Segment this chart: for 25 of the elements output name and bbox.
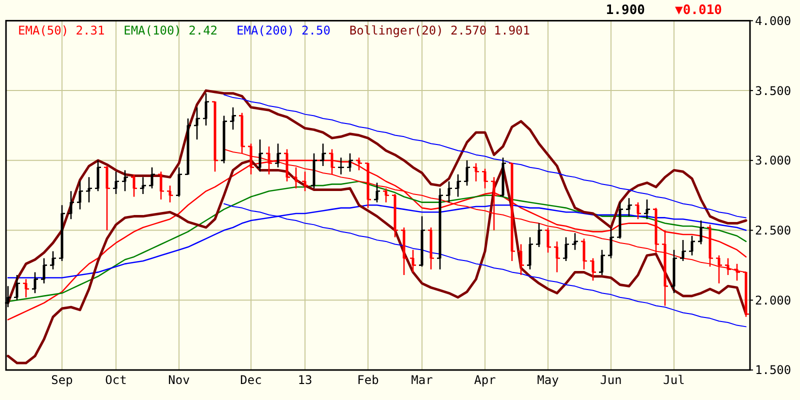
y-tick-label: 3.000: [755, 154, 792, 168]
x-tick-label: 13: [298, 373, 312, 387]
y-tick-label: 2.500: [755, 223, 792, 238]
x-tick-label: Mar: [411, 373, 433, 387]
y-tick-label: 4.000: [755, 14, 792, 28]
x-tick-label: Apr: [474, 373, 496, 387]
x-tick-label: Jul: [663, 373, 685, 387]
x-tick-label: Feb: [357, 373, 379, 387]
text: EMA(50) 2.31: [18, 24, 105, 38]
text: 1.900: [606, 3, 646, 18]
x-tick-label: Nov: [168, 373, 190, 387]
x-tick-label: Dec: [240, 373, 262, 387]
text: Bollinger(20) 2.570 1.901: [349, 24, 530, 38]
text: EMA(200) 2.50: [236, 24, 330, 38]
line-series: [224, 94, 746, 218]
text: ▼0.010: [675, 3, 722, 18]
line-series: [7, 180, 747, 302]
x-tick-label: Jun: [600, 373, 622, 387]
x-tick-label: Oct: [105, 373, 127, 387]
x-tick-label: May: [537, 373, 559, 387]
y-tick-label: 1.500: [755, 363, 792, 378]
text: EMA(100) 2.42: [124, 24, 218, 38]
y-tick-label: 3.500: [755, 84, 792, 98]
x-tick-label: Sep: [51, 373, 73, 387]
y-tick-label: 2.000: [755, 293, 792, 308]
